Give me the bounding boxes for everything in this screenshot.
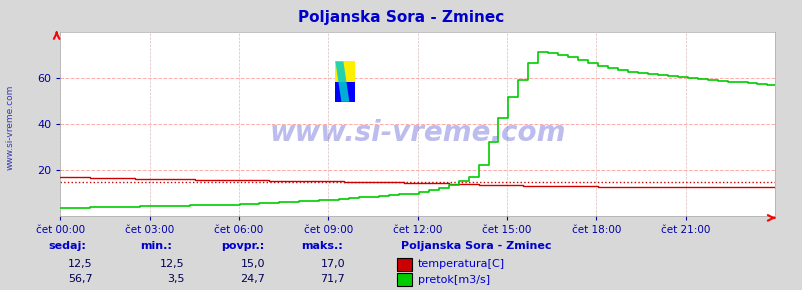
Text: povpr.:: povpr.: — [221, 241, 264, 251]
Polygon shape — [335, 61, 349, 102]
Text: sedaj:: sedaj: — [48, 241, 86, 251]
Polygon shape — [335, 81, 355, 102]
Text: 24,7: 24,7 — [240, 274, 265, 284]
Text: Poljanska Sora - Zminec: Poljanska Sora - Zminec — [298, 10, 504, 25]
Text: 71,7: 71,7 — [320, 274, 345, 284]
Text: 12,5: 12,5 — [67, 259, 92, 269]
Text: 56,7: 56,7 — [67, 274, 92, 284]
Polygon shape — [335, 61, 355, 81]
Text: 15,0: 15,0 — [240, 259, 265, 269]
Text: min.:: min.: — [140, 241, 172, 251]
Text: maks.:: maks.: — [301, 241, 342, 251]
Text: pretok[m3/s]: pretok[m3/s] — [417, 275, 489, 285]
Text: temperatura[C]: temperatura[C] — [417, 260, 504, 269]
Text: Poljanska Sora - Zminec: Poljanska Sora - Zminec — [401, 241, 551, 251]
Text: 12,5: 12,5 — [160, 259, 184, 269]
Text: 17,0: 17,0 — [320, 259, 345, 269]
Text: 3,5: 3,5 — [167, 274, 184, 284]
Text: www.si-vreme.com: www.si-vreme.com — [5, 85, 14, 170]
Text: www.si-vreme.com: www.si-vreme.com — [269, 119, 565, 147]
